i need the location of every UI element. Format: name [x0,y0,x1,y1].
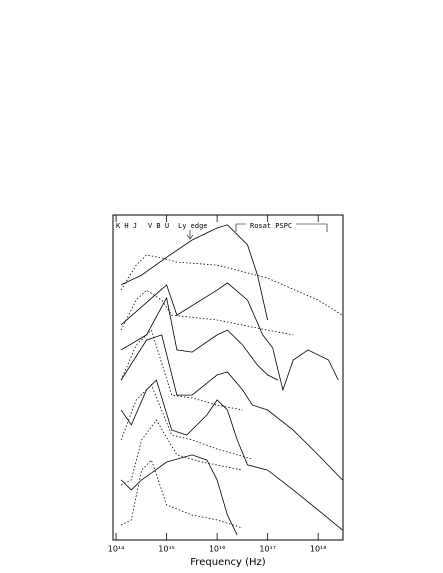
x-tick-label: 10¹⁸ [310,545,327,554]
sed-curve [120,379,343,531]
x-tick-label: 10¹⁷ [259,545,276,554]
sed-curve [120,254,343,316]
annotation: Ly edge [178,222,208,230]
sed-curve [120,282,339,392]
x-tick-label: 10¹⁴ [108,545,125,554]
bracket [235,223,328,232]
sed-curve [120,334,343,481]
x-tick-label: 10¹⁵ [158,545,175,554]
x-tick-label: 10¹⁶ [209,545,226,554]
band-label: V B U [148,222,169,230]
sed-curve [120,329,243,411]
sed-curve [120,384,253,460]
sed-curve [120,296,279,381]
sed-curve [120,459,243,529]
annotation: Rosat PSPC [250,222,292,230]
sed-curve [120,224,268,321]
sed-curve [120,289,294,336]
band-label: K H J [116,222,137,230]
arrow-head [186,234,194,240]
sed-curve [120,419,243,486]
sed-curve [120,454,238,536]
plot-frame [112,214,344,541]
x-axis-label: Frequency (Hz) [190,557,266,568]
